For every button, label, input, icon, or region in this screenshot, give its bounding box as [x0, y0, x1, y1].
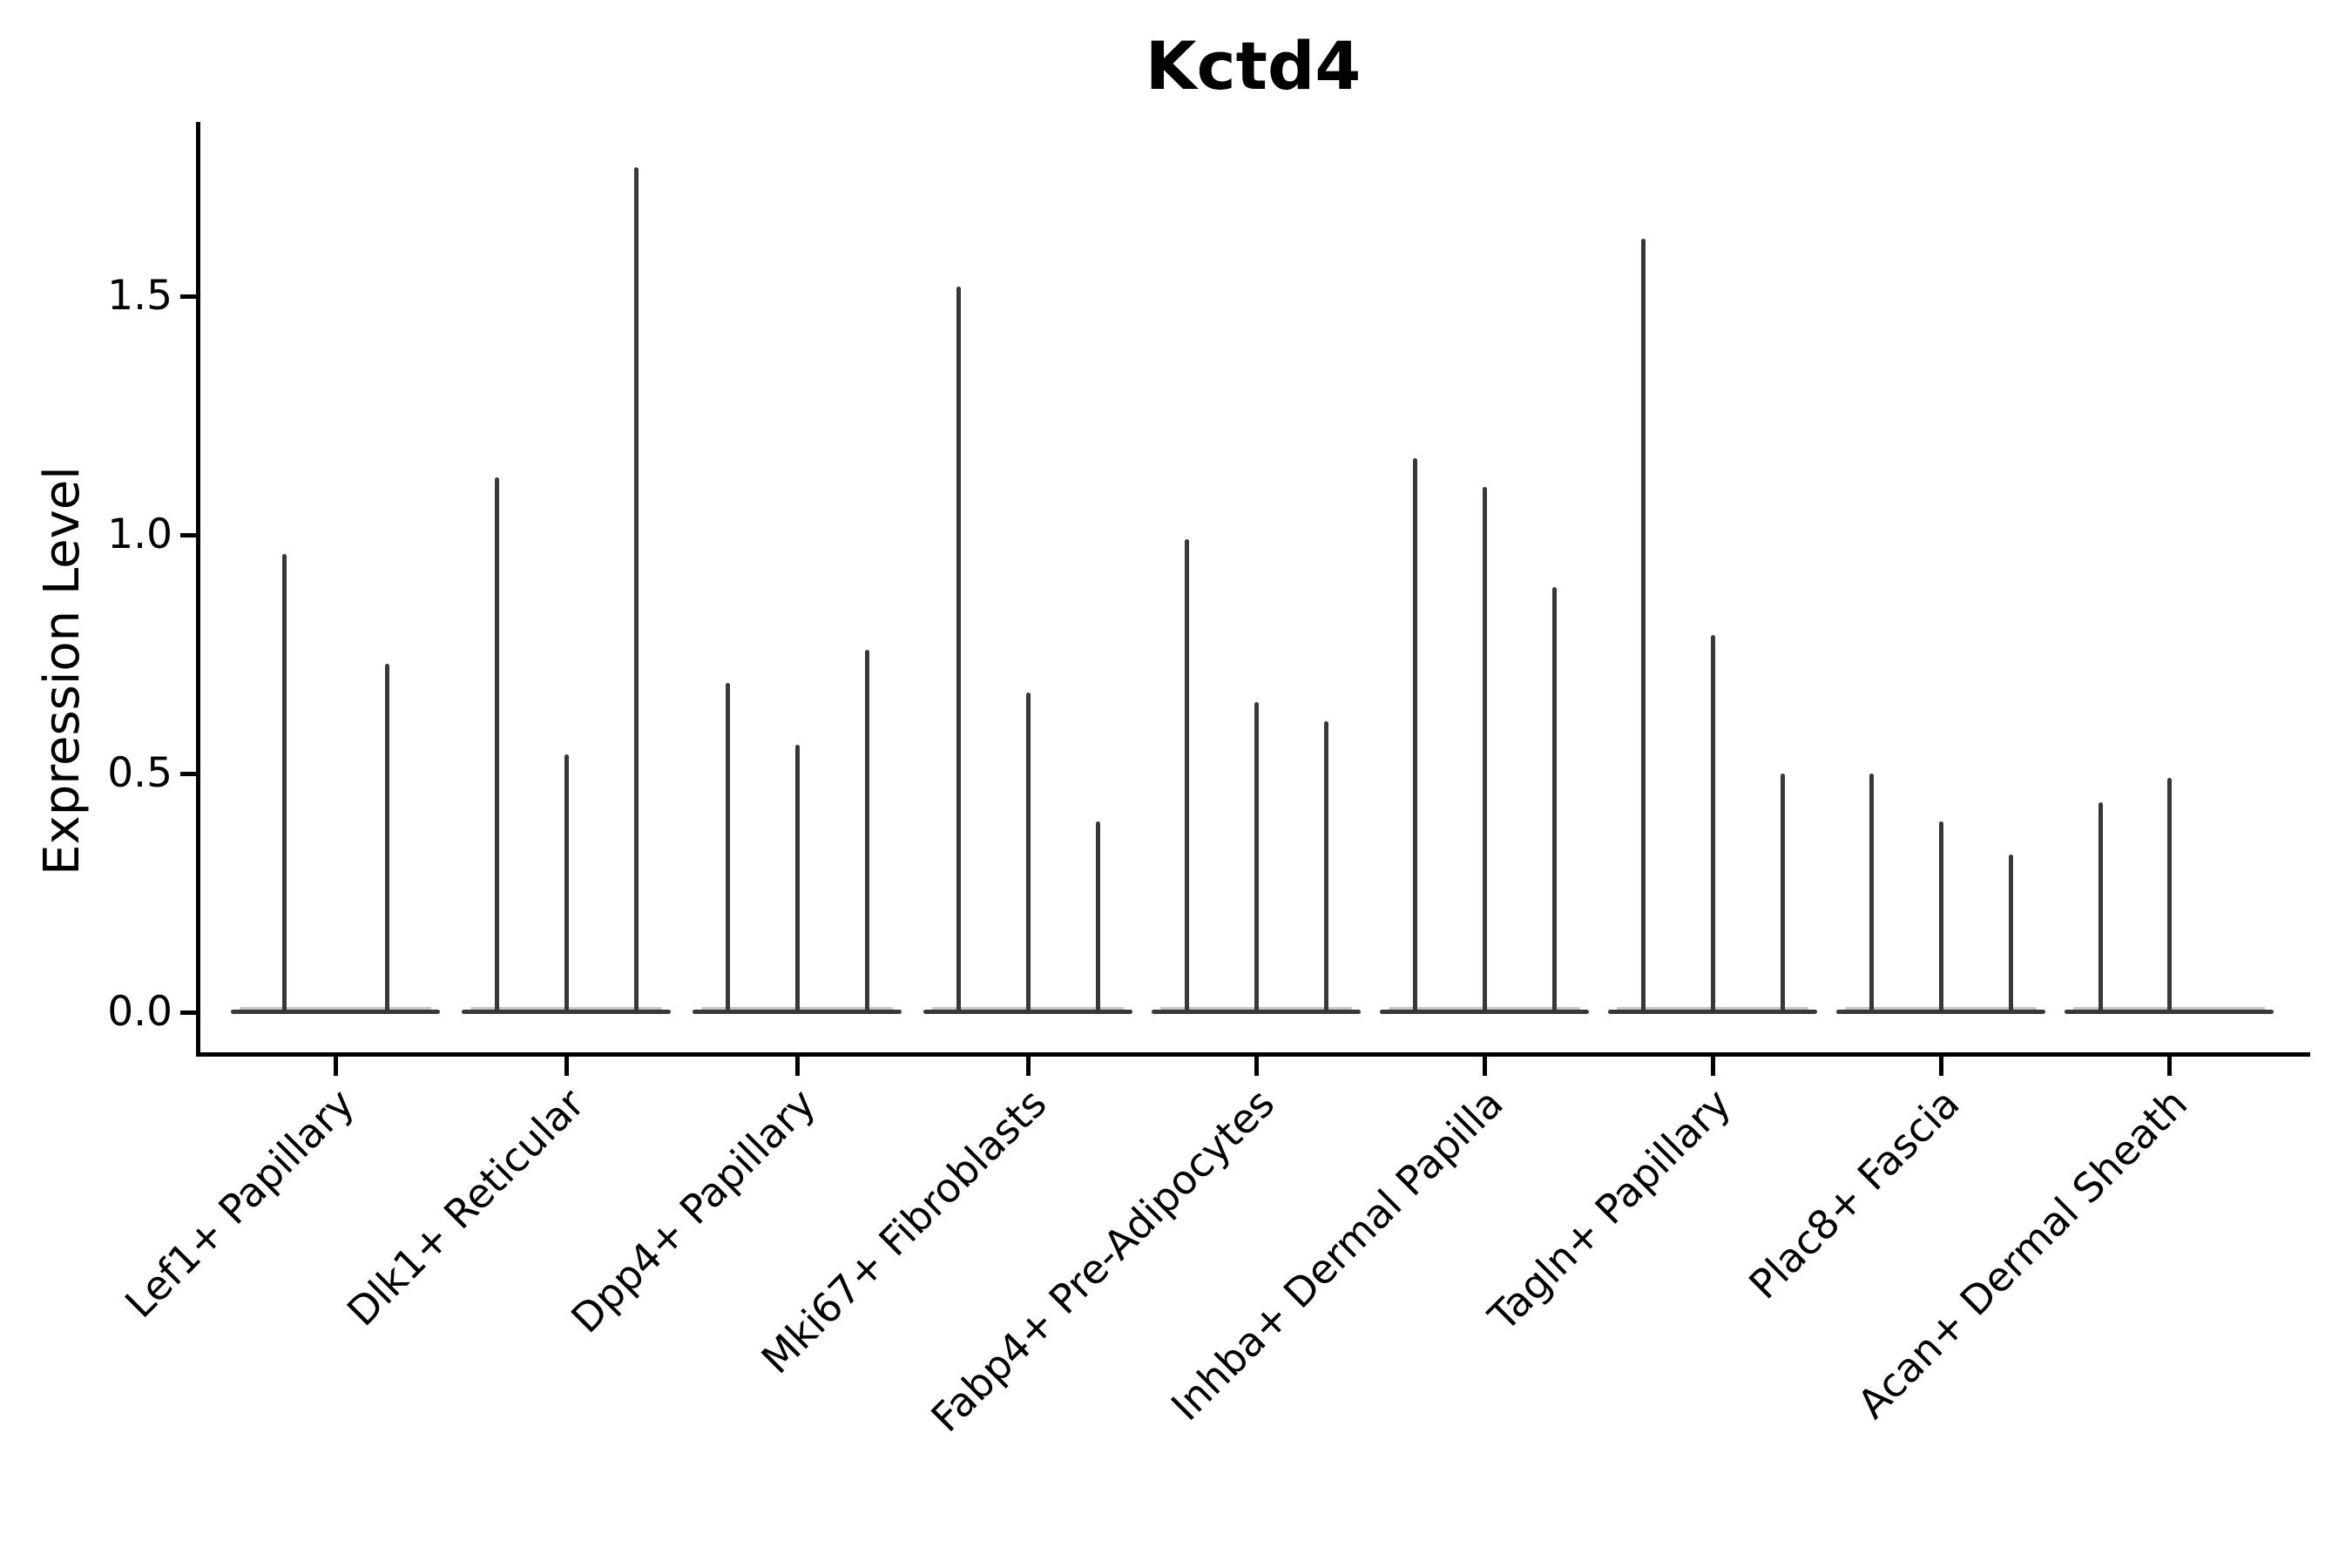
- violin-spike: [1551, 587, 1557, 1012]
- violin-spike: [1482, 487, 1487, 1012]
- violin-spike: [1412, 458, 1417, 1012]
- y-axis-spine: [196, 122, 200, 1057]
- chart-title: Kctd4: [1145, 27, 1362, 105]
- violin-spike: [1869, 774, 1874, 1012]
- x-tick: [1938, 1057, 1943, 1076]
- x-tick: [333, 1057, 338, 1076]
- x-tick: [1254, 1057, 1259, 1076]
- x-tick: [564, 1057, 569, 1076]
- violin-spike: [956, 287, 961, 1012]
- x-tick-label: Dlk1+ Reticular: [338, 1079, 594, 1335]
- violin-spike: [1710, 635, 1715, 1012]
- violin-spike: [494, 477, 499, 1012]
- y-axis-label: Expression Level: [34, 466, 91, 875]
- violin-spike: [384, 664, 389, 1012]
- x-axis-spine: [196, 1052, 2310, 1057]
- violin-spike: [725, 683, 730, 1012]
- violin-spike: [281, 554, 287, 1012]
- violin-spike: [633, 167, 639, 1012]
- violin-spike: [2008, 855, 2013, 1012]
- violin-spike: [1095, 821, 1100, 1012]
- x-tick: [2166, 1057, 2172, 1076]
- y-tick-label: 1.5: [107, 272, 172, 320]
- violin-spike: [1254, 702, 1259, 1012]
- x-tick-label: Dpp4+ Papillary: [562, 1079, 825, 1342]
- violin-spike: [1640, 239, 1646, 1012]
- violin-spike: [1938, 821, 1943, 1012]
- y-tick-label: 1.0: [107, 510, 172, 558]
- violin-zero-fill: [240, 1007, 431, 1010]
- violin-spike: [2166, 778, 2172, 1012]
- x-tick-label: Plac8+ Fascia: [1740, 1079, 1969, 1308]
- y-tick: [180, 294, 196, 299]
- x-tick-label: Lef1+ Papillary: [115, 1079, 363, 1328]
- violin-spike: [1184, 539, 1189, 1012]
- x-tick: [1710, 1057, 1715, 1076]
- y-tick-label: 0.0: [107, 988, 172, 1036]
- violin-spike: [564, 754, 569, 1012]
- violin-baseline: [231, 1010, 440, 1014]
- x-tick: [794, 1057, 800, 1076]
- y-tick: [180, 1010, 196, 1015]
- y-tick-label: 0.5: [107, 749, 172, 797]
- y-tick: [180, 771, 196, 776]
- violin-spike: [2098, 802, 2103, 1012]
- x-tick-label: Tagln+ Papillary: [1479, 1079, 1740, 1341]
- violin-spike: [1323, 721, 1328, 1012]
- violin-spike: [1025, 693, 1031, 1012]
- y-tick: [180, 532, 196, 537]
- x-tick: [1025, 1057, 1031, 1076]
- x-tick: [1482, 1057, 1487, 1076]
- violin-spike: [864, 650, 869, 1012]
- violin-spike: [794, 745, 800, 1012]
- violin-spike: [1780, 774, 1785, 1012]
